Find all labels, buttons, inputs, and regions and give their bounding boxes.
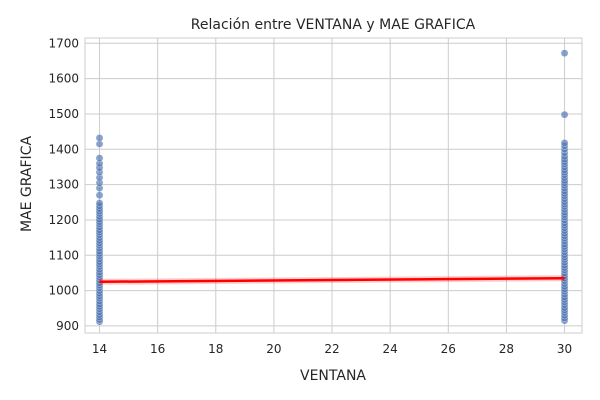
y-tick-label: 1700 [48, 36, 79, 50]
x-tick-labels: 14 16 18 20 22 24 26 28 30 [92, 342, 572, 356]
x-tick-label: 16 [150, 342, 165, 356]
grid-lines [85, 38, 582, 333]
data-point [560, 110, 569, 119]
y-tick-label: 1400 [48, 142, 79, 156]
regression-line-path [99, 276, 565, 284]
data-point [95, 199, 104, 207]
y-tick-label: 1000 [48, 284, 79, 298]
data-point [95, 191, 104, 200]
data-point [95, 154, 104, 162]
x-tick-label: 24 [383, 342, 398, 356]
x-tick-label: 20 [266, 342, 281, 356]
plot-frame [84, 37, 583, 334]
x-tick-label: 26 [441, 342, 456, 356]
y-axis-label: MAE GRAFICA [19, 136, 35, 232]
y-tick-label: 1100 [48, 248, 79, 262]
y-tick-label: 1600 [48, 72, 79, 86]
regression-line [99, 275, 565, 285]
data-point [95, 134, 104, 142]
x-tick-label: 18 [208, 342, 223, 356]
y-tick-label: 1300 [48, 178, 79, 192]
data-points [95, 49, 569, 326]
y-tick-label: 1200 [48, 213, 79, 227]
x-tick-label: 30 [557, 342, 572, 356]
y-tick-labels: 900 1000 1100 1200 1300 1400 1500 1600 1700 [48, 36, 79, 333]
x-tick-label: 14 [92, 342, 107, 356]
x-axis-label: VENTANA [300, 368, 366, 384]
x-tick-label: 22 [324, 342, 339, 356]
y-tick-label: 900 [56, 319, 79, 333]
x-tick-label: 28 [499, 342, 514, 356]
data-point [560, 139, 569, 147]
data-point [560, 49, 569, 58]
chart-title: Relación entre VENTANA y MAE GRAFICA [191, 17, 476, 33]
y-tick-label: 1500 [48, 107, 79, 121]
